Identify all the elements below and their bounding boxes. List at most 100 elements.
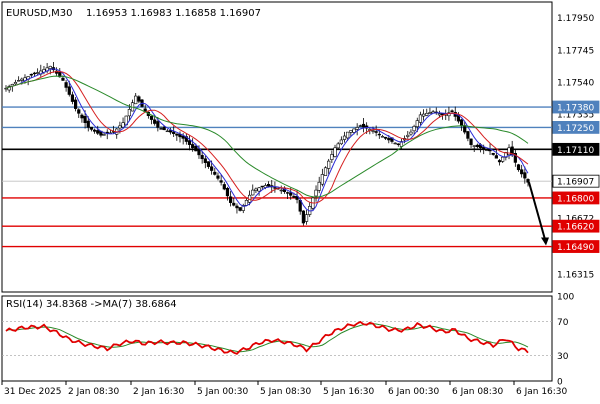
- candle-body: [352, 128, 356, 133]
- candle-body: [396, 143, 400, 145]
- candle-body: [80, 114, 84, 119]
- candle-body: [257, 187, 261, 192]
- candle-body: [425, 112, 429, 116]
- level-label: 1.17110: [557, 146, 594, 156]
- ohlc-values: 1.16953 1.16983 1.16858 1.16907: [86, 8, 261, 19]
- candle-body: [346, 131, 350, 139]
- level-label: 1.17380: [557, 104, 594, 114]
- time-tick-label: 5 Jan 08:30: [260, 387, 312, 397]
- candle-body: [254, 188, 258, 191]
- level-label-box: [552, 142, 600, 156]
- rsi-tick-label: 30: [557, 352, 569, 362]
- candle-body: [393, 142, 397, 145]
- candle-body: [428, 112, 432, 114]
- candle-body: [409, 131, 413, 135]
- level-label: 1.16800: [557, 194, 594, 204]
- candle-body: [415, 120, 419, 127]
- candle-body: [48, 65, 52, 69]
- price-tick-label: 1.16315: [557, 270, 594, 280]
- level-label-box: [552, 240, 600, 253]
- candle-body: [304, 214, 309, 222]
- candle-body: [520, 169, 524, 175]
- candle-body: [323, 167, 328, 176]
- candle-body: [501, 156, 505, 162]
- candle-body: [349, 130, 353, 133]
- candle-body: [58, 71, 62, 78]
- candle-body: [175, 133, 179, 136]
- candle-body: [74, 99, 78, 109]
- candle-body: [273, 187, 277, 189]
- candle-body: [181, 135, 185, 139]
- time-tick-label: 6 Jan 00:30: [388, 387, 440, 397]
- candle-body: [149, 115, 154, 120]
- candle-body: [92, 129, 97, 132]
- candle-body: [279, 189, 283, 192]
- candle-body: [165, 130, 169, 133]
- candle-body: [437, 113, 442, 116]
- candle-body: [168, 130, 173, 133]
- candle-body: [289, 192, 293, 196]
- candle-body: [450, 110, 454, 113]
- rsi-line: [5, 320, 529, 355]
- candle-body: [260, 185, 264, 188]
- candle-body: [83, 116, 87, 124]
- candle-body: [156, 121, 160, 128]
- price-tick-label: 1.17950: [557, 14, 594, 24]
- candle-body: [330, 154, 334, 160]
- candle-body: [377, 133, 381, 136]
- candle-body: [384, 136, 388, 139]
- candle-body: [219, 180, 223, 183]
- candle-body: [387, 138, 391, 141]
- candle-body: [244, 199, 249, 206]
- candle-body: [86, 120, 90, 128]
- candle-body: [64, 82, 68, 88]
- candle-body: [89, 126, 94, 130]
- candle-body: [159, 128, 163, 130]
- level-label-box: [552, 174, 600, 188]
- candle-body: [336, 143, 340, 149]
- forecast-arrow-head: [541, 237, 549, 246]
- level-label-box: [552, 100, 600, 114]
- candle-body: [229, 196, 233, 203]
- candle-body: [513, 152, 517, 163]
- moving-average-line: [5, 71, 529, 204]
- price-panel-frame: [1, 1, 553, 293]
- candle-body: [17, 80, 21, 82]
- level-label: 1.17250: [557, 124, 594, 134]
- candle-body: [137, 96, 141, 102]
- rsi-tick-label: 0: [557, 378, 563, 388]
- candle-body: [213, 171, 217, 175]
- candle-body: [412, 126, 416, 132]
- time-tick-label: 2 Jan 08:30: [68, 387, 120, 397]
- candle-body: [266, 184, 271, 187]
- price-tick-label: 1.17745: [557, 46, 594, 56]
- time-tick-label: 6 Jan 16:30: [516, 387, 568, 397]
- time-tick-label: 2 Jan 16:30: [133, 387, 185, 397]
- candle-body: [29, 73, 33, 76]
- candle-body: [421, 113, 426, 117]
- moving-average-line: [5, 75, 529, 198]
- candle-body: [210, 166, 214, 171]
- level-label-box: [552, 191, 600, 205]
- candle-body: [32, 72, 37, 75]
- candle-body: [216, 175, 220, 179]
- candle-body: [485, 149, 489, 152]
- candle-body: [77, 109, 81, 114]
- moving-average-line: [5, 68, 529, 212]
- price-tick-label: 1.16672: [557, 215, 594, 225]
- candle-body: [295, 196, 299, 200]
- candle-body: [475, 144, 479, 148]
- candle-body: [67, 86, 71, 95]
- time-tick-label: 6 Jan 08:30: [452, 387, 504, 397]
- candle-body: [494, 155, 498, 159]
- candle-body: [222, 184, 226, 190]
- candle-body: [241, 205, 245, 211]
- symbol-label: EURUSD,M30: [6, 8, 72, 19]
- candle-body: [516, 164, 521, 171]
- candle-body: [374, 131, 378, 133]
- candle-body: [102, 134, 106, 136]
- candles-group: [4, 61, 530, 226]
- candle-body: [4, 87, 8, 90]
- candle-body: [361, 123, 366, 128]
